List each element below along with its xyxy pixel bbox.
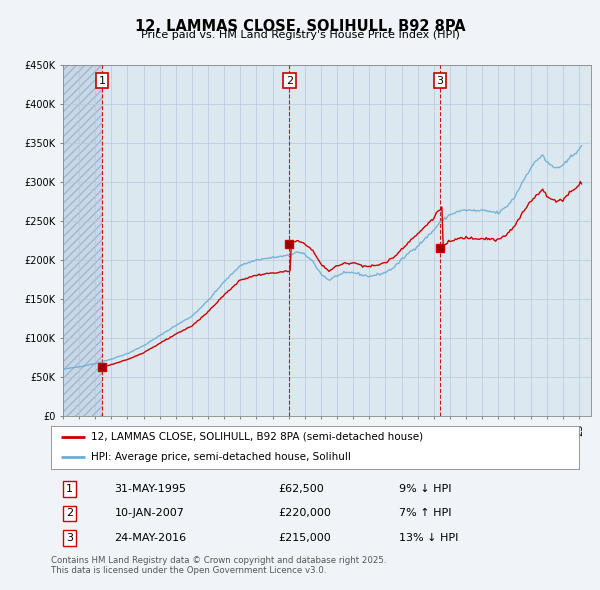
Text: Contains HM Land Registry data © Crown copyright and database right 2025.
This d: Contains HM Land Registry data © Crown c… [51,556,386,575]
Text: 31-MAY-1995: 31-MAY-1995 [115,484,187,494]
Text: 12, LAMMAS CLOSE, SOLIHULL, B92 8PA (semi-detached house): 12, LAMMAS CLOSE, SOLIHULL, B92 8PA (sem… [91,432,423,442]
Text: HPI: Average price, semi-detached house, Solihull: HPI: Average price, semi-detached house,… [91,452,350,462]
Text: 24-MAY-2016: 24-MAY-2016 [115,533,187,543]
Text: 13% ↓ HPI: 13% ↓ HPI [400,533,459,543]
Text: 10-JAN-2007: 10-JAN-2007 [115,509,184,518]
Text: £220,000: £220,000 [278,509,331,518]
Text: 1: 1 [98,76,106,86]
Polygon shape [63,65,102,416]
Text: 3: 3 [437,76,443,86]
Text: 2: 2 [286,76,293,86]
Text: 3: 3 [66,533,73,543]
Text: 1: 1 [66,484,73,494]
Text: 12, LAMMAS CLOSE, SOLIHULL, B92 8PA: 12, LAMMAS CLOSE, SOLIHULL, B92 8PA [134,19,466,34]
Text: 9% ↓ HPI: 9% ↓ HPI [400,484,452,494]
Text: 7% ↑ HPI: 7% ↑ HPI [400,509,452,518]
Text: £62,500: £62,500 [278,484,324,494]
Text: Price paid vs. HM Land Registry's House Price Index (HPI): Price paid vs. HM Land Registry's House … [140,30,460,40]
Text: £215,000: £215,000 [278,533,331,543]
Text: 2: 2 [66,509,73,518]
